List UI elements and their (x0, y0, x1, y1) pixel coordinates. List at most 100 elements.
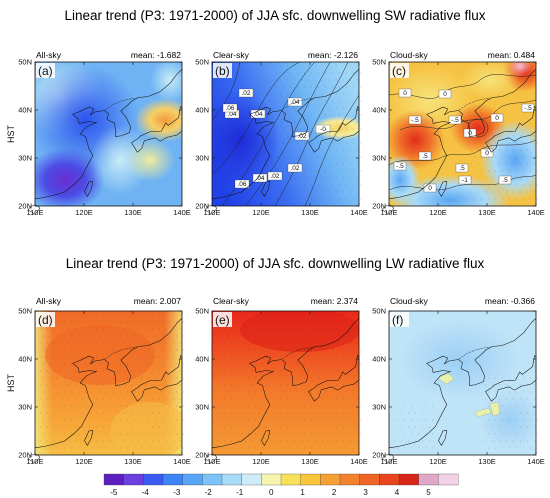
map-panel-1: 110E 120E 130E 140E 20N 30N 40N 50N (b) (195, 58, 368, 218)
border-line (458, 347, 491, 360)
panel-letter-bg (213, 312, 232, 327)
contour-label-bg (448, 115, 462, 125)
colorbar-swatch (182, 473, 203, 486)
coastline-taiwan (438, 181, 448, 197)
y-tick-label: 20N (195, 451, 209, 460)
coastline-taiwan (438, 430, 448, 446)
map-panel-4: 110E 120E 130E 140E 20N 30N 40N 50N (e) (195, 307, 368, 467)
y-tick-label: 50N (18, 307, 32, 316)
coastline-hainan (381, 454, 395, 464)
map-panel-0: 110E 120E 130E 140E 20N 30N 40N 50N (a) (18, 58, 191, 218)
y-tick-label: 40N (372, 355, 386, 364)
y-tick-label: 40N (18, 355, 32, 364)
contour-label: -0 (320, 126, 326, 133)
x-tick-label: 130E (478, 208, 496, 217)
border-line (104, 347, 137, 360)
coastline-mainland (388, 318, 537, 449)
contour-label-bg (238, 88, 254, 98)
contour-label-bg (398, 88, 412, 98)
stipple-dots (217, 314, 362, 449)
contour-label-bg (455, 163, 469, 173)
x-tick-label: 140E (173, 457, 191, 466)
panel-letter: (c) (392, 64, 406, 78)
colorbar-swatch (123, 473, 144, 486)
contour-label-bg (234, 179, 250, 189)
coastline-hainan (27, 205, 41, 215)
panel-e-title: Clear-sky (213, 296, 250, 306)
coastline-mainland (34, 69, 183, 200)
contour-label-bg (490, 113, 504, 123)
contour-label: .02 (270, 173, 279, 180)
colorbar-swatch (418, 473, 439, 486)
contour-label-bg (267, 171, 283, 181)
colorbar-swatch (280, 473, 302, 486)
coastline-taiwan (84, 430, 94, 446)
coastline-hainan (204, 205, 218, 215)
x-tick-label: 120E (252, 457, 270, 466)
y-tick-label: 30N (18, 154, 32, 163)
contour-label: -.5 (411, 117, 419, 124)
panel-frame (388, 61, 537, 207)
panel-b-field (212, 62, 359, 206)
colorbar-tick-label: 2 (332, 488, 337, 497)
stipple-dots (259, 65, 362, 200)
coastline-mainland (211, 318, 360, 449)
colorbar-ticks: -5 -4 -3 -2 -1 0 1 2 3 4 5 (110, 488, 431, 497)
contour-label: -.5 (396, 163, 404, 170)
colorbar-swatch (103, 473, 125, 486)
y-tick-label: 30N (372, 154, 386, 163)
x-tick-label: 140E (350, 208, 368, 217)
contour-label: -.5 (524, 105, 532, 112)
panel-e-mean: mean: 2.374 (311, 296, 359, 306)
border-line (104, 98, 137, 111)
y-tick-label: 40N (18, 106, 32, 115)
colorbar-swatch (339, 473, 361, 486)
contour-label-bg (498, 175, 512, 185)
colorbar-tick-label: 5 (426, 488, 431, 497)
panel-d: All-sky mean: 2.007 (35, 296, 182, 455)
panel-a-field (35, 62, 182, 206)
panel-d-mean: mean: 2.007 (134, 296, 182, 306)
y-tick-label: 20N (372, 202, 386, 211)
contour-label: 0 (428, 185, 432, 192)
x-tick-label: 120E (252, 208, 270, 217)
border-line (281, 98, 314, 111)
panel-f: Cloud-sky mean: -0.366 (389, 296, 536, 455)
contour-label: -1 (462, 177, 468, 184)
y-tick-label: 30N (18, 403, 32, 412)
panel-f-mean: mean: -0.366 (485, 296, 535, 306)
panel-d-title: All-sky (36, 296, 62, 306)
x-tick-label: 110E (204, 208, 221, 217)
panel-frame (34, 310, 183, 456)
panel-a: All-sky mean: -1.682 (35, 50, 182, 206)
colorbar-boxes (103, 473, 459, 486)
colorbar-swatch (221, 473, 243, 486)
y-tick-label: 50N (195, 58, 209, 67)
y-axis-label-bottom: HST (6, 373, 16, 392)
colorbar-tick-label: 3 (363, 488, 368, 497)
colorbar-swatch (162, 473, 184, 486)
colorbar-swatch (143, 473, 164, 486)
colorbar-tick-label: -3 (173, 488, 181, 497)
colorbar-swatch (379, 473, 400, 486)
contour-label-bg (418, 151, 432, 161)
coastline-taiwan (261, 181, 271, 197)
panel-b-title: Clear-sky (213, 50, 250, 60)
panel-letter: (f) (392, 313, 403, 327)
contour-label: .02 (297, 133, 306, 140)
y-tick-label: 40N (195, 355, 209, 364)
y-tick-label: 30N (195, 154, 209, 163)
y-tick-label: 20N (18, 451, 32, 460)
contour-label-bg (408, 115, 422, 125)
coastline-taiwan (261, 430, 271, 446)
contour-label-bg (287, 97, 303, 107)
panel-letter: (b) (215, 64, 230, 78)
x-tick-label: 130E (124, 457, 142, 466)
colorbar-tick-label: -5 (110, 488, 118, 497)
x-tick-label: 120E (429, 208, 447, 217)
border-line (458, 98, 491, 111)
contour-label: .02 (290, 165, 299, 172)
contour-label: 0 (468, 130, 472, 137)
